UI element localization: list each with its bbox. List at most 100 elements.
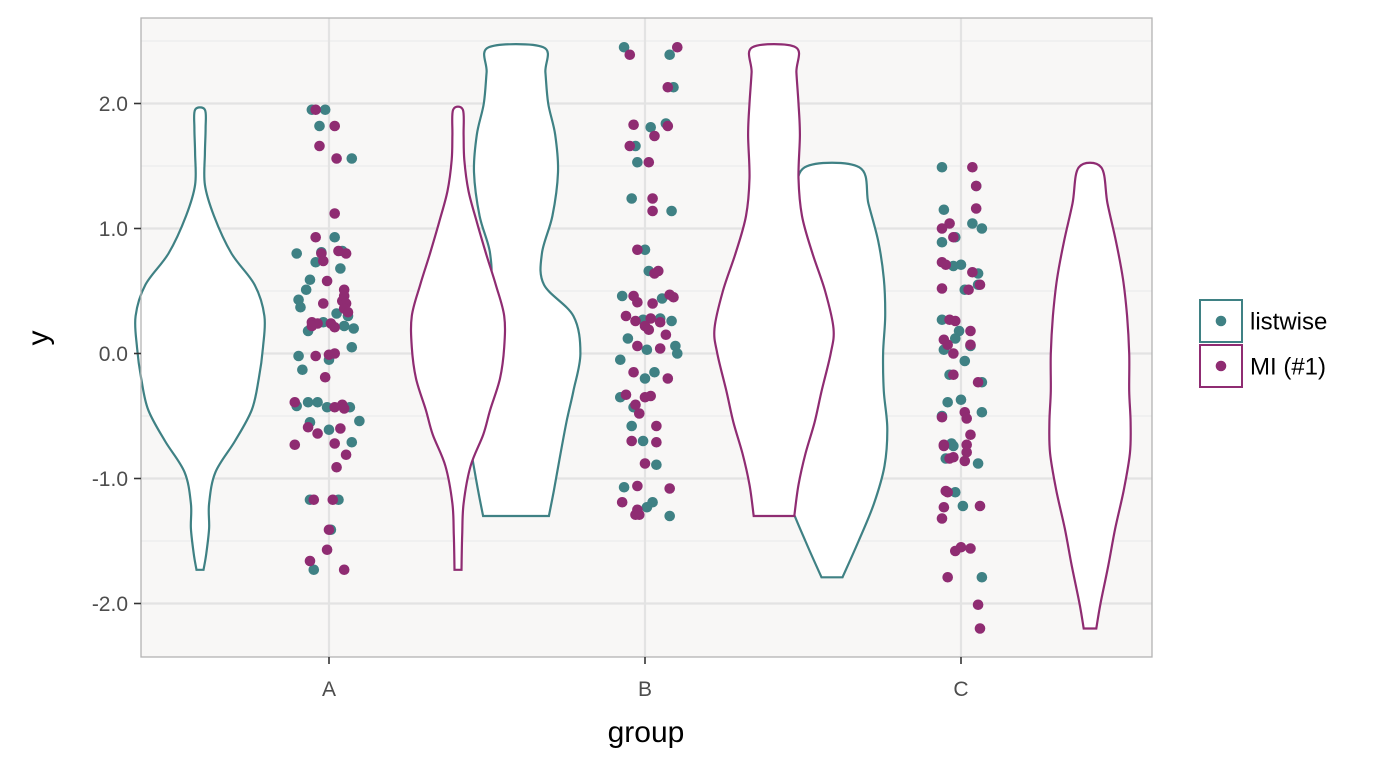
data-point-listwise bbox=[308, 564, 320, 576]
legend-label: MI (#1) bbox=[1250, 354, 1326, 381]
data-point-listwise bbox=[319, 104, 331, 116]
data-point-mi bbox=[632, 340, 643, 352]
data-point-listwise bbox=[626, 193, 637, 204]
data-point-listwise bbox=[957, 500, 969, 512]
data-point-listwise bbox=[967, 218, 978, 229]
data-point-mi bbox=[664, 483, 675, 494]
data-point-mi bbox=[620, 310, 632, 322]
y-axis: -2.0 -1.0 0.0 1.0 2.0 bbox=[92, 93, 141, 616]
data-point-mi bbox=[948, 369, 959, 381]
data-point-mi bbox=[626, 435, 637, 447]
data-point-mi bbox=[323, 524, 335, 536]
data-point-mi bbox=[965, 325, 976, 337]
legend: listwise MI (#1) bbox=[1199, 299, 1327, 388]
data-point-mi bbox=[620, 389, 632, 401]
data-point-listwise bbox=[972, 458, 984, 469]
data-point-listwise bbox=[666, 205, 677, 217]
data-point-listwise bbox=[329, 231, 341, 243]
data-point-mi bbox=[948, 348, 959, 359]
data-point-listwise bbox=[664, 510, 675, 522]
data-point-mi bbox=[329, 208, 341, 219]
data-point-listwise bbox=[346, 341, 358, 353]
data-point-mi bbox=[632, 296, 643, 308]
data-point-mi bbox=[331, 153, 342, 164]
data-point-listwise bbox=[645, 121, 656, 133]
data-point-mi bbox=[965, 429, 976, 441]
data-point-mi bbox=[335, 423, 346, 434]
data-point-listwise bbox=[622, 333, 634, 344]
data-point-mi bbox=[660, 329, 672, 341]
data-point-mi bbox=[662, 120, 674, 132]
data-point-listwise bbox=[641, 501, 653, 513]
data-point-mi bbox=[647, 193, 658, 204]
data-point-mi bbox=[338, 564, 350, 576]
data-point-mi bbox=[639, 458, 651, 469]
data-point-mi bbox=[634, 509, 645, 521]
violin-mi-C bbox=[1048, 161, 1132, 630]
legend-label: listwise bbox=[1250, 309, 1327, 336]
data-point-mi bbox=[327, 494, 339, 506]
data-point-mi bbox=[936, 223, 948, 234]
data-point-mi bbox=[645, 313, 656, 324]
data-point-listwise bbox=[312, 396, 323, 408]
data-point-listwise bbox=[348, 323, 360, 334]
data-point-listwise bbox=[304, 274, 316, 286]
data-point-listwise bbox=[300, 284, 312, 296]
data-point-listwise bbox=[297, 364, 308, 376]
data-point-listwise bbox=[936, 314, 948, 326]
data-point-listwise bbox=[637, 435, 649, 447]
data-point-listwise bbox=[331, 308, 342, 319]
data-point-mi bbox=[310, 231, 322, 243]
data-point-listwise bbox=[354, 415, 365, 427]
data-point-mi bbox=[634, 408, 645, 419]
data-point-listwise bbox=[323, 424, 335, 436]
data-point-mi bbox=[630, 315, 641, 327]
data-point-mi bbox=[961, 446, 972, 458]
data-point-mi bbox=[654, 316, 666, 328]
data-point-mi bbox=[329, 120, 341, 132]
data-point-listwise bbox=[335, 263, 346, 274]
legend-point-listwise bbox=[1215, 315, 1227, 327]
violin-mi-B bbox=[713, 43, 835, 518]
violin-listwise-A bbox=[134, 106, 266, 571]
data-point-mi bbox=[342, 306, 354, 318]
data-point-mi bbox=[329, 438, 341, 449]
data-point-mi bbox=[936, 283, 948, 294]
data-point-mi bbox=[967, 161, 978, 173]
y-tick-label: -2.0 bbox=[92, 593, 128, 616]
data-point-mi bbox=[948, 231, 959, 243]
data-point-listwise bbox=[942, 396, 953, 408]
data-point-listwise bbox=[346, 153, 358, 164]
data-point-mi bbox=[967, 266, 978, 278]
data-point-listwise bbox=[295, 301, 306, 313]
data-point-mi bbox=[310, 104, 322, 116]
data-point-listwise bbox=[936, 161, 948, 173]
data-point-listwise bbox=[950, 333, 961, 344]
data-point-mi bbox=[963, 284, 974, 296]
data-point-mi bbox=[672, 41, 683, 53]
data-point-mi bbox=[972, 599, 984, 611]
data-point-mi bbox=[974, 623, 986, 634]
legend-key-listwise bbox=[1199, 299, 1243, 343]
data-point-mi bbox=[942, 571, 953, 583]
data-point-mi bbox=[318, 298, 329, 309]
x-tick-label: B bbox=[638, 678, 652, 701]
data-point-mi bbox=[662, 81, 674, 93]
data-point-mi bbox=[936, 513, 948, 524]
data-point-mi bbox=[321, 275, 333, 287]
data-point-mi bbox=[308, 494, 320, 506]
data-point-listwise bbox=[666, 315, 677, 327]
data-point-mi bbox=[643, 156, 655, 168]
y-tick-label: 0.0 bbox=[99, 343, 128, 366]
data-point-mi bbox=[314, 140, 325, 152]
data-point-mi bbox=[304, 555, 316, 567]
data-point-mi bbox=[289, 439, 301, 451]
data-point-listwise bbox=[616, 290, 628, 302]
data-point-mi bbox=[647, 298, 658, 309]
data-point-listwise bbox=[639, 373, 651, 384]
data-point-mi bbox=[950, 545, 961, 557]
y-tick-label: 2.0 bbox=[99, 93, 128, 116]
data-point-listwise bbox=[618, 481, 630, 493]
